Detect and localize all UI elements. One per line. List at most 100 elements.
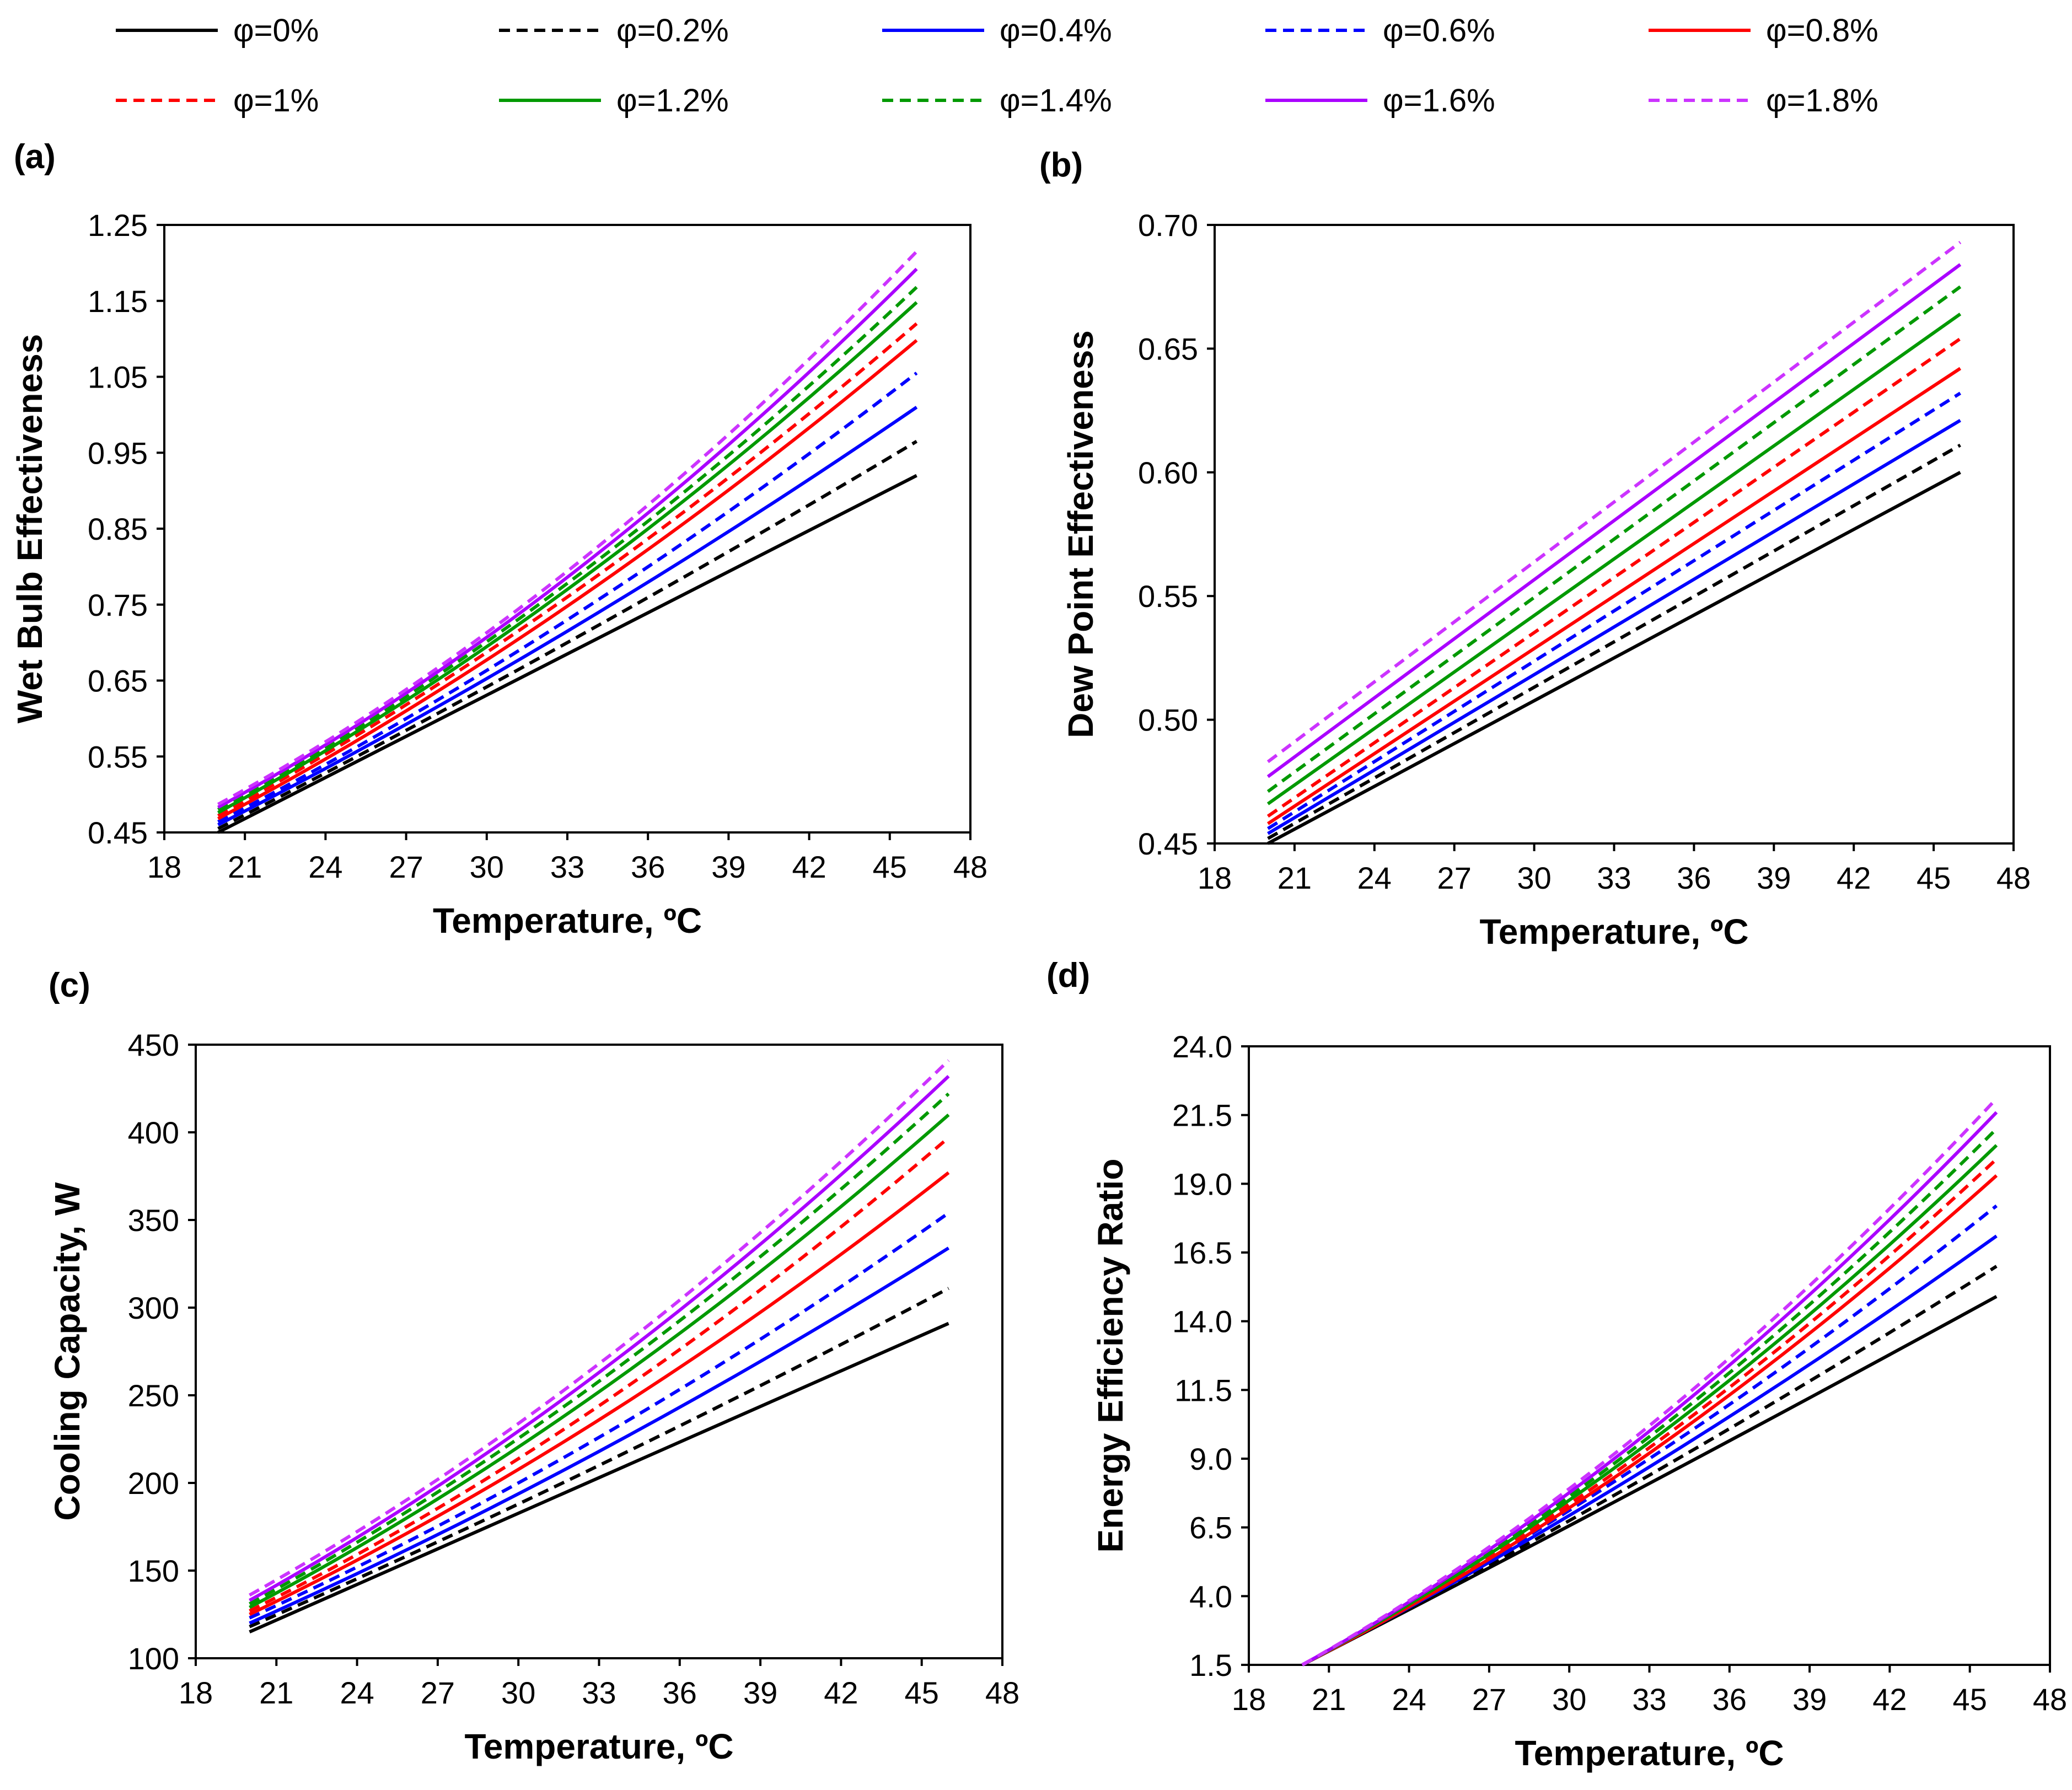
series-line — [1301, 1158, 1998, 1667]
series-line — [217, 286, 918, 811]
y-tick-label: 0.60 — [1138, 455, 1198, 490]
x-tick-label: 42 — [792, 850, 826, 884]
series-line — [249, 1136, 950, 1612]
y-tick-label: 0.45 — [88, 815, 148, 850]
y-tick-label: 300 — [128, 1291, 179, 1325]
x-tick-label: 24 — [340, 1675, 374, 1710]
series-group — [217, 250, 918, 834]
series-line — [217, 267, 918, 809]
series-line — [1266, 285, 1962, 793]
y-tick-label: 1.15 — [88, 284, 148, 319]
y-tick-label: 19.0 — [1172, 1167, 1232, 1201]
y-tick-label: 1.5 — [1189, 1648, 1232, 1683]
y-tick-label: 0.70 — [1138, 208, 1198, 243]
legend-label: φ=0% — [233, 13, 319, 49]
y-axis-title: Wet Bulb Effectiveness — [10, 334, 50, 724]
series-line — [1267, 391, 1961, 830]
y-tick-label: 11.5 — [1174, 1373, 1232, 1407]
series-group — [249, 1059, 950, 1634]
y-tick-label: 0.85 — [88, 512, 148, 546]
x-tick-label: 30 — [470, 850, 504, 884]
series-line — [1267, 418, 1961, 835]
x-tick-label: 33 — [582, 1675, 616, 1710]
y-tick-label: 450 — [128, 1028, 179, 1062]
series-line — [1301, 1144, 1998, 1667]
y-tick-label: 14.0 — [1172, 1304, 1232, 1339]
series-line — [249, 1246, 950, 1625]
series-line — [1301, 1265, 1998, 1667]
y-tick-label: 24.0 — [1172, 1029, 1232, 1064]
chart-panel: (d) 1.5 4.0 6.5 9.0 11.5 14.0 16.5 19.0 21.5 24.0 1… — [1046, 956, 2067, 1773]
series-line — [1301, 1127, 1998, 1667]
x-tick-label: 18 — [1232, 1682, 1266, 1717]
x-tick-label: 21 — [259, 1675, 293, 1710]
series-line — [249, 1092, 950, 1606]
y-tick-label: 0.75 — [88, 588, 148, 622]
series-line — [249, 1113, 950, 1609]
y-tick-label: 0.45 — [1138, 826, 1198, 861]
legend-entry: φ=1.2% — [499, 83, 729, 119]
series-line — [217, 301, 918, 814]
x-tick-label: 30 — [1517, 861, 1551, 895]
x-tick-label: 48 — [985, 1675, 1019, 1710]
legend-label: φ=1.6% — [1383, 83, 1495, 119]
y-tick-label: 350 — [128, 1203, 179, 1238]
x-tick-label: 48 — [1996, 861, 2031, 895]
legend: φ=0% φ=0.2% φ=0.4% φ=0.6% φ=0.8% φ=1% φ=1.2% φ=… — [116, 13, 1878, 119]
legend-entry: φ=1.6% — [1265, 83, 1495, 119]
x-tick-label: 27 — [389, 850, 423, 884]
legend-entry: φ=1.4% — [882, 83, 1112, 119]
legend-label: φ=0.4% — [1000, 13, 1112, 49]
y-tick-label: 100 — [128, 1641, 179, 1676]
series-line — [249, 1171, 950, 1616]
series-line — [1301, 1234, 1998, 1667]
x-tick-label: 18 — [1198, 861, 1232, 895]
y-tick-label: 1.25 — [88, 208, 148, 243]
y-tick-label: 200 — [128, 1466, 179, 1501]
x-tick-label: 27 — [1437, 861, 1472, 895]
series-line — [217, 406, 918, 826]
panel-label: (b) — [1039, 146, 1083, 184]
chart-panel: (a) 0.45 0.55 0.65 0.75 0.85 0.95 1.05 1.15 1.25 1… — [10, 138, 987, 940]
series-line — [217, 250, 918, 806]
x-tick-label: 18 — [147, 850, 181, 884]
y-tick-label: 1.05 — [88, 360, 148, 395]
x-tick-label: 48 — [953, 850, 987, 884]
plot-frame — [1214, 224, 2015, 845]
legend-label: φ=0.8% — [1766, 13, 1878, 49]
x-tick-label: 30 — [501, 1675, 535, 1710]
legend-entry: φ=0% — [116, 13, 319, 49]
x-tick-label: 48 — [2033, 1682, 2067, 1717]
panel-label: (c) — [49, 966, 90, 1004]
x-tick-label: 33 — [550, 850, 584, 884]
x-tick-label: 18 — [179, 1675, 213, 1710]
y-tick-label: 21.5 — [1172, 1098, 1232, 1133]
x-axis-title: Temperature, ºC — [1515, 1733, 1784, 1773]
y-tick-label: 6.5 — [1189, 1511, 1232, 1545]
x-tick-label: 39 — [1757, 861, 1791, 895]
legend-label: φ=1.8% — [1766, 83, 1878, 119]
series-line — [249, 1321, 949, 1634]
y-axis-title: Dew Point Effectiveness — [1061, 330, 1101, 738]
x-tick-label: 21 — [1277, 861, 1312, 895]
x-tick-label: 24 — [1392, 1682, 1426, 1717]
legend-entry: φ=0.4% — [882, 13, 1112, 49]
plot-frame — [1248, 1045, 2051, 1666]
y-tick-label: 150 — [128, 1554, 179, 1588]
x-axis-title: Temperature, ºC — [464, 1727, 733, 1766]
x-tick-label: 21 — [228, 850, 262, 884]
series-line — [249, 1059, 950, 1597]
x-tick-label: 39 — [711, 850, 745, 884]
x-tick-label: 45 — [1953, 1682, 1987, 1717]
x-tick-label: 39 — [743, 1675, 777, 1710]
x-tick-label: 33 — [1632, 1682, 1666, 1717]
x-tick-label: 27 — [421, 1675, 455, 1710]
plot-frame — [163, 224, 971, 834]
y-tick-label: 4.0 — [1189, 1579, 1232, 1614]
series-line — [1266, 263, 1962, 778]
y-tick-label: 0.65 — [1138, 331, 1198, 366]
y-axis-title: Cooling Capacity, W — [47, 1182, 87, 1521]
x-tick-label: 30 — [1552, 1682, 1586, 1717]
y-tick-label: 0.65 — [88, 664, 148, 698]
